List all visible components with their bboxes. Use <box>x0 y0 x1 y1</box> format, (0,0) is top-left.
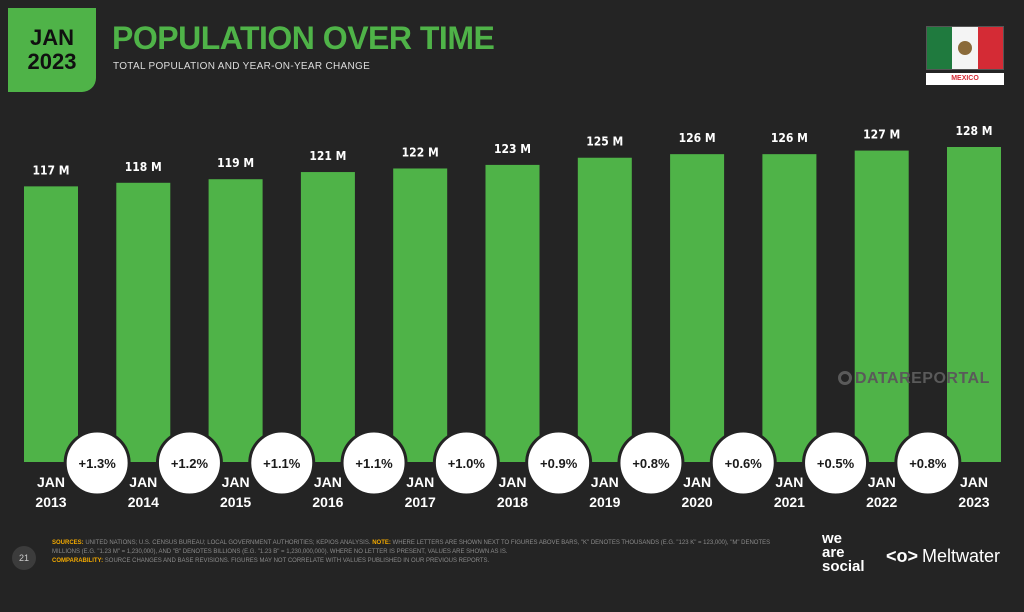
x-tick-year-2016: 2016 <box>312 494 343 510</box>
change-label-2016: +1.1% <box>263 456 301 471</box>
datareportal-icon <box>838 371 852 385</box>
x-tick-month-2013: JAN <box>37 474 65 490</box>
change-badge-2017 <box>340 429 408 497</box>
sources-text: UNITED NATIONS; U.S. CENSUS BUREAU; LOCA… <box>85 540 371 546</box>
x-tick-year-2021: 2021 <box>774 494 805 510</box>
value-label-2015: 119 M <box>217 156 254 170</box>
we-are-social-logo: we are social <box>822 530 865 575</box>
bar-2017 <box>393 168 448 462</box>
x-tick-year-2022: 2022 <box>866 494 897 510</box>
value-label-2021: 126 M <box>771 131 808 145</box>
sources-key: SOURCES: <box>52 540 84 546</box>
x-tick-year-2019: 2019 <box>589 494 620 510</box>
bar-2019 <box>577 157 632 462</box>
x-tick-year-2018: 2018 <box>497 494 528 510</box>
logo-word-social: social <box>822 558 865 575</box>
x-tick-year-2013: 2013 <box>35 494 66 510</box>
change-label-2017: +1.1% <box>355 456 393 471</box>
x-tick-year-2014: 2014 <box>128 494 159 510</box>
watermark: DATAREPORTAL <box>838 370 990 388</box>
value-label-2022: 127 M <box>863 128 900 142</box>
value-label-2016: 121 M <box>309 149 346 163</box>
bar-2015 <box>208 179 263 462</box>
change-badge-2022 <box>802 429 870 497</box>
change-label-2020: +0.8% <box>632 456 670 471</box>
page-number: 21 <box>12 546 36 570</box>
change-label-2014: +1.3% <box>79 456 117 471</box>
bar-2016 <box>300 172 355 462</box>
change-label-2021: +0.6% <box>725 456 763 471</box>
x-tick-month-2021: JAN <box>775 474 803 490</box>
flag-emblem-icon <box>957 41 972 55</box>
x-tick-month-2014: JAN <box>129 474 157 490</box>
x-tick-month-2015: JAN <box>222 474 250 490</box>
change-badge-2014 <box>63 429 131 497</box>
change-badge-2015 <box>155 429 223 497</box>
x-tick-month-2023: JAN <box>960 474 988 490</box>
logo-word-we: we <box>822 530 843 547</box>
change-label-2023: +0.8% <box>909 456 947 471</box>
change-badge-2016 <box>248 429 316 497</box>
x-tick-month-2022: JAN <box>868 474 896 490</box>
mexico-flag-icon <box>926 26 1004 70</box>
meltwater-icon: <o> <box>886 546 919 566</box>
change-badge-2019 <box>525 429 593 497</box>
sources-note: SOURCES: UNITED NATIONS; U.S. CENSUS BUR… <box>52 539 792 566</box>
x-tick-month-2016: JAN <box>314 474 342 490</box>
change-label-2018: +1.0% <box>448 456 486 471</box>
x-tick-year-2017: 2017 <box>405 494 436 510</box>
x-tick-month-2019: JAN <box>591 474 619 490</box>
bar-2023 <box>947 147 1001 462</box>
change-badge-2021 <box>709 429 777 497</box>
x-tick-month-2020: JAN <box>683 474 711 490</box>
value-label-2018: 123 M <box>494 142 531 156</box>
date-badge: JAN 2023 <box>8 8 96 92</box>
change-badge-2020 <box>617 429 685 497</box>
bar-2013 <box>24 186 78 462</box>
value-label-2014: 118 M <box>125 160 162 174</box>
comparability-text: SOURCE CHANGES AND BASE REVISIONS. FIGUR… <box>104 558 490 564</box>
bar-2020 <box>670 154 725 462</box>
logo-word-are: are <box>822 544 845 561</box>
change-badge-2018 <box>432 429 500 497</box>
population-bar-chart: 117 M JAN 2013 118 M JAN 2014 119 M JAN 2015 121 … <box>24 124 1001 510</box>
change-label-2015: +1.2% <box>171 456 209 471</box>
watermark-text: DATAREPORTAL <box>855 370 990 387</box>
value-label-2023: 128 M <box>955 124 992 138</box>
bar-2014 <box>116 182 171 462</box>
x-tick-month-2017: JAN <box>406 474 434 490</box>
badge-month: JAN <box>29 25 74 50</box>
page-subtitle: TOTAL POPULATION AND YEAR-ON-YEAR CHANGE <box>113 61 371 72</box>
meltwater-logo: <o> Meltwater <box>886 546 1000 567</box>
page-title: POPULATION OVER TIME <box>112 20 495 56</box>
change-label-2022: +0.5% <box>817 456 855 471</box>
value-label-2017: 122 M <box>402 145 439 159</box>
change-badge-2023 <box>894 429 962 497</box>
x-tick-year-2023: 2023 <box>958 494 989 510</box>
country-label: MEXICO <box>926 73 1004 85</box>
x-tick-year-2015: 2015 <box>220 494 251 510</box>
bar-2021 <box>762 154 817 462</box>
x-tick-year-2020: 2020 <box>682 494 713 510</box>
change-label-2019: +0.9% <box>540 456 578 471</box>
value-label-2020: 126 M <box>679 131 716 145</box>
bar-2018 <box>485 164 540 463</box>
note-key: NOTE: <box>372 540 391 546</box>
value-label-2013: 117 M <box>32 163 69 177</box>
comparability-key: COMPARABILITY: <box>52 558 104 564</box>
value-label-2019: 125 M <box>586 135 623 149</box>
x-tick-month-2018: JAN <box>498 474 526 490</box>
footer: 21 SOURCES: UNITED NATIONS; U.S. CENSUS … <box>0 528 1024 612</box>
meltwater-text: Meltwater <box>922 546 1001 566</box>
bar-2022 <box>854 150 909 463</box>
note-text: WHERE LETTERS ARE SHOWN NEXT TO FIGURES … <box>52 540 771 555</box>
badge-year: 2023 <box>27 49 77 74</box>
